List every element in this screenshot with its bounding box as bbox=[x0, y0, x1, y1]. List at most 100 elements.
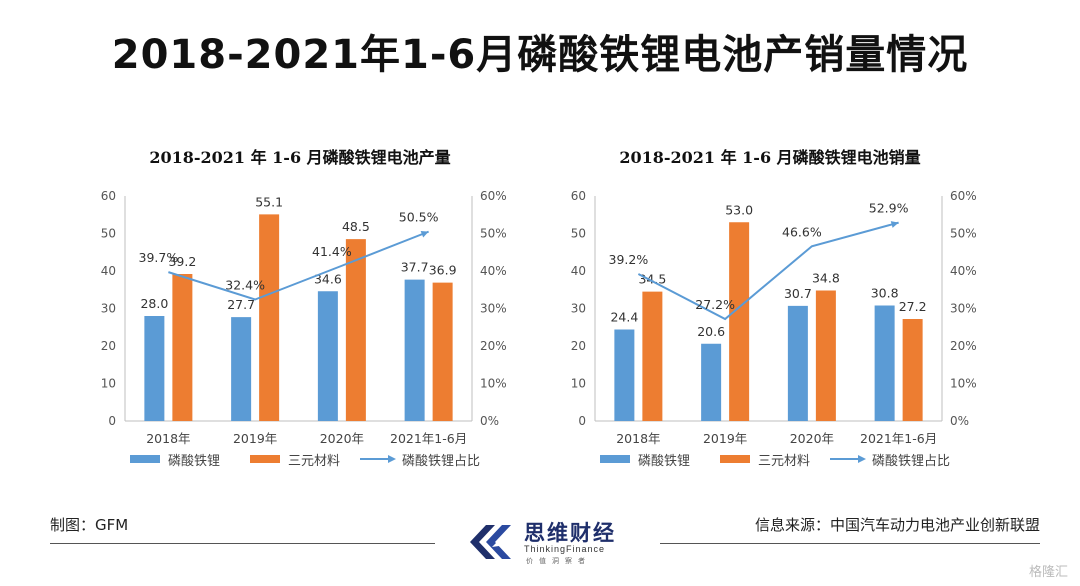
logo: 思维财经 ThinkingFinance 价值洞察者 bbox=[462, 515, 652, 570]
bar-lfp bbox=[874, 305, 895, 421]
logo-subtitle: ThinkingFinance bbox=[524, 544, 606, 554]
bar-ternary bbox=[345, 239, 366, 421]
bar-data-label: 37.7 bbox=[401, 260, 429, 275]
bar-lfp bbox=[614, 329, 635, 421]
bar-lfp bbox=[231, 317, 252, 421]
data-source: 信息来源：中国汽车动力电池产业创新联盟 bbox=[754, 516, 1040, 534]
sales-chart: 2018-2021 年 1-6 月磷酸铁锂电池销量 0 10 20 30 40 50 60 0%… bbox=[571, 148, 977, 469]
legend-label-ternary: 三元材料 bbox=[758, 454, 810, 469]
legend-swatch-lfp bbox=[130, 455, 160, 463]
bar-data-label: 34.8 bbox=[812, 271, 840, 286]
y-tick-right: 30% bbox=[480, 302, 507, 316]
x-tick-label: 2019年 bbox=[703, 431, 747, 446]
line-data-label: 27.2% bbox=[695, 297, 735, 312]
bar-data-label: 28.0 bbox=[140, 296, 168, 311]
page-title: 2018-2021年1-6月磷酸铁锂电池产销量情况 bbox=[111, 32, 969, 78]
y-tick-left: 20 bbox=[571, 339, 586, 353]
bar-data-label: 53.0 bbox=[725, 202, 753, 217]
logo-slogan: 价值洞察者 bbox=[526, 557, 591, 565]
legend-arrow-icon bbox=[858, 455, 866, 463]
bar-data-label: 24.4 bbox=[610, 310, 638, 325]
legend-label-share: 磷酸铁锂占比 bbox=[872, 454, 950, 469]
y-tick-left: 60 bbox=[571, 189, 586, 203]
bar-ternary bbox=[815, 290, 836, 421]
y-tick-right: 20% bbox=[480, 339, 507, 353]
bar-data-label: 30.7 bbox=[784, 286, 812, 301]
y-tick-right: 50% bbox=[950, 227, 977, 241]
bar-data-label: 27.2 bbox=[899, 299, 927, 314]
bar-ternary bbox=[729, 222, 750, 421]
y-tick-right: 10% bbox=[950, 377, 977, 391]
bar-lfp bbox=[144, 316, 165, 421]
bar-ternary bbox=[642, 291, 663, 421]
y-tick-left: 50 bbox=[571, 227, 586, 241]
x-tick-label: 2020年 bbox=[790, 431, 834, 446]
y-tick-left: 50 bbox=[101, 227, 116, 241]
legend-swatch-ternary bbox=[250, 455, 280, 463]
y-tick-right: 50% bbox=[480, 227, 507, 241]
bar-lfp bbox=[787, 305, 808, 421]
y-tick-right: 30% bbox=[950, 302, 977, 316]
footer-divider-left bbox=[50, 543, 435, 544]
logo-mark-icon bbox=[470, 525, 511, 559]
x-tick-label: 2018年 bbox=[146, 431, 190, 446]
y-tick-left: 10 bbox=[101, 377, 116, 391]
y-tick-left: 10 bbox=[571, 377, 586, 391]
production-chart: 2018-2021 年 1-6 月磷酸铁锂电池产量 0 10 20 30 40 50 60 0%… bbox=[101, 148, 507, 469]
y-tick-left: 0 bbox=[578, 414, 586, 428]
line-data-label: 46.6% bbox=[782, 224, 822, 239]
y-tick-right: 40% bbox=[950, 264, 977, 278]
watermark: 格隆汇 bbox=[1028, 565, 1068, 580]
line-data-label: 41.4% bbox=[312, 244, 352, 259]
x-tick-label: 2020年 bbox=[320, 431, 364, 446]
y-tick-right: 10% bbox=[480, 377, 507, 391]
line-share bbox=[637, 221, 899, 321]
chart-title: 2018-2021 年 1-6 月磷酸铁锂电池产量 bbox=[149, 148, 450, 167]
line-data-label: 32.4% bbox=[225, 278, 265, 293]
chart-maker: 制图：GFM bbox=[50, 516, 129, 534]
bar-data-label: 55.1 bbox=[255, 194, 283, 209]
y-tick-left: 40 bbox=[571, 264, 586, 278]
chart-title: 2018-2021 年 1-6 月磷酸铁锂电池销量 bbox=[619, 148, 920, 167]
bar-lfp bbox=[404, 279, 425, 421]
line-data-label: 39.2% bbox=[609, 252, 649, 267]
legend-swatch-ternary bbox=[720, 455, 750, 463]
legend-arrow-icon bbox=[388, 455, 396, 463]
bar-ternary bbox=[259, 214, 280, 421]
line-data-label: 50.5% bbox=[399, 210, 439, 225]
bar-data-label: 27.7 bbox=[227, 297, 255, 312]
x-tick-label: 2021年1-6月 bbox=[390, 431, 467, 446]
line-data-label: 52.9% bbox=[869, 201, 909, 216]
bar-lfp bbox=[701, 343, 722, 421]
legend-label-ternary: 三元材料 bbox=[288, 454, 340, 469]
line-arrow-head bbox=[890, 221, 899, 228]
bar-ternary bbox=[432, 282, 453, 421]
bar-data-label: 39.2 bbox=[168, 254, 196, 269]
y-tick-left: 20 bbox=[101, 339, 116, 353]
bar-data-label: 34.5 bbox=[638, 272, 666, 287]
line-data-label: 39.7% bbox=[139, 250, 179, 265]
legend-swatch-lfp bbox=[600, 455, 630, 463]
y-tick-right: 0% bbox=[950, 414, 969, 428]
bar-data-label: 36.9 bbox=[429, 263, 457, 278]
bar-data-label: 30.8 bbox=[871, 286, 899, 301]
bar-data-label: 34.6 bbox=[314, 271, 342, 286]
bar-ternary bbox=[902, 319, 923, 421]
y-tick-left: 30 bbox=[101, 302, 116, 316]
y-tick-right: 0% bbox=[480, 414, 499, 428]
y-tick-left: 60 bbox=[101, 189, 116, 203]
x-tick-label: 2021年1-6月 bbox=[860, 431, 937, 446]
legend-label-lfp: 磷酸铁锂 bbox=[168, 454, 220, 469]
y-tick-right: 60% bbox=[950, 189, 977, 203]
y-tick-right: 20% bbox=[950, 339, 977, 353]
bar-lfp bbox=[317, 291, 338, 421]
footer-divider-right bbox=[660, 543, 1040, 544]
y-tick-right: 60% bbox=[480, 189, 507, 203]
bar-data-label: 20.6 bbox=[697, 324, 725, 339]
legend-label-lfp: 磷酸铁锂 bbox=[638, 454, 690, 469]
x-tick-label: 2018年 bbox=[616, 431, 660, 446]
bar-ternary bbox=[172, 274, 193, 421]
y-tick-left: 30 bbox=[571, 302, 586, 316]
y-tick-right: 40% bbox=[480, 264, 507, 278]
legend-label-share: 磷酸铁锂占比 bbox=[402, 454, 480, 469]
